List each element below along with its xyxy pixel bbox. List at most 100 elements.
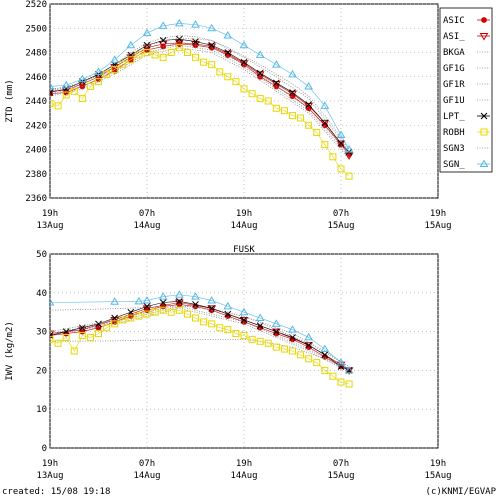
data-point (223, 31, 233, 39)
data-point (345, 172, 353, 180)
y-tick-label: 10 (36, 405, 47, 415)
data-point (135, 312, 143, 320)
data-point (110, 55, 120, 63)
data-point (158, 292, 168, 300)
data-point (151, 51, 159, 59)
legend-label: ROBH (443, 128, 465, 138)
data-point (174, 290, 184, 298)
data-point (288, 69, 297, 78)
legend-marker (479, 159, 489, 167)
data-point (289, 112, 296, 120)
data-point (175, 306, 183, 314)
data-point (239, 40, 249, 49)
data-point (192, 53, 199, 61)
data-point (167, 49, 175, 56)
data-point (239, 307, 249, 316)
legend-item: GF1U (443, 96, 490, 106)
data-point (289, 347, 296, 355)
x-tick-label-date: 13Aug (36, 221, 63, 231)
data-point (289, 89, 296, 96)
data-point (272, 343, 280, 351)
data-point (200, 58, 208, 66)
data-point (151, 308, 159, 316)
series-line (50, 309, 350, 385)
data-point (127, 314, 135, 322)
x-tick-label-hour: 19h (430, 459, 446, 469)
data-point (305, 101, 313, 108)
created-timestamp: created: 15/08 19:18 (2, 487, 111, 497)
data-point (86, 333, 94, 341)
data-point (70, 87, 78, 95)
series-line (50, 42, 350, 155)
x-tick-label-hour: 19h (430, 209, 446, 219)
data-point (256, 95, 264, 103)
x-tick-label-hour: 07h (139, 459, 155, 469)
data-point (50, 81, 55, 90)
data-point (62, 328, 70, 335)
series-line (50, 44, 350, 158)
y-tick-label: 2440 (25, 97, 47, 107)
y-tick-label: 2420 (25, 121, 47, 131)
x-tick-label-hour: 19h (42, 209, 58, 219)
legend-label: ASIC (443, 16, 465, 26)
x-tick-label-date: 15Aug (327, 471, 354, 481)
data-point (191, 20, 200, 28)
data-point (183, 49, 191, 56)
data-point (280, 345, 288, 353)
y-axis-label: IWV (kg/m2) (5, 321, 15, 381)
data-point (175, 44, 183, 52)
legend-item: ROBH (443, 128, 490, 138)
data-point (134, 296, 144, 305)
data-point (272, 328, 280, 335)
series-robh (50, 306, 353, 388)
series-gf1g (50, 47, 350, 160)
data-point (337, 140, 345, 147)
series-asi (50, 39, 354, 161)
data-point (110, 297, 120, 305)
data-point (200, 318, 208, 326)
data-point (297, 351, 305, 359)
data-point (158, 41, 168, 49)
data-point (158, 21, 168, 29)
x-tick-label-date: 14Aug (133, 221, 160, 231)
data-point (78, 331, 86, 339)
data-point (70, 347, 78, 355)
series-line (50, 307, 350, 373)
data-point (321, 351, 329, 359)
series-sgn (50, 18, 354, 153)
x-tick-label-hour: 19h (236, 209, 252, 219)
y-tick-label: 30 (36, 328, 47, 338)
series-line (50, 305, 350, 371)
data-point (345, 380, 353, 388)
y-tick-label: 0 (42, 444, 47, 454)
data-point (54, 339, 62, 347)
x-tick-label-hour: 19h (236, 459, 252, 469)
x-tick-label-date: 14Aug (230, 221, 257, 231)
data-point (175, 297, 183, 305)
y-tick-label: 50 (36, 250, 47, 260)
data-point (240, 316, 248, 324)
copyright-credit: (c)KNMI/EGVAP (425, 487, 496, 497)
data-point (208, 304, 216, 312)
data-point (304, 81, 314, 90)
series-line (50, 302, 350, 371)
data-point (264, 339, 272, 347)
data-point (216, 68, 224, 76)
data-point (305, 341, 313, 349)
y-tick-label: 2380 (25, 170, 47, 180)
legend-label: GF1R (443, 80, 465, 90)
legend-item: SGN3 (443, 144, 490, 154)
data-point (54, 102, 62, 110)
series-lpt (50, 35, 353, 156)
series-gf1r (50, 307, 350, 373)
data-point (344, 367, 354, 375)
data-point (183, 310, 191, 318)
data-point (208, 320, 216, 328)
data-point (142, 28, 152, 37)
data-point (159, 299, 167, 306)
legend-label: LPT_ (443, 112, 465, 122)
data-point (159, 53, 167, 61)
legend-label: ASI_ (443, 32, 465, 42)
data-point (50, 335, 54, 343)
